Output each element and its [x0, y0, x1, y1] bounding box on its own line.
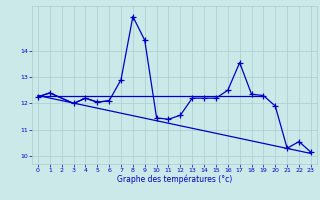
X-axis label: Graphe des températures (°c): Graphe des températures (°c) [117, 175, 232, 184]
